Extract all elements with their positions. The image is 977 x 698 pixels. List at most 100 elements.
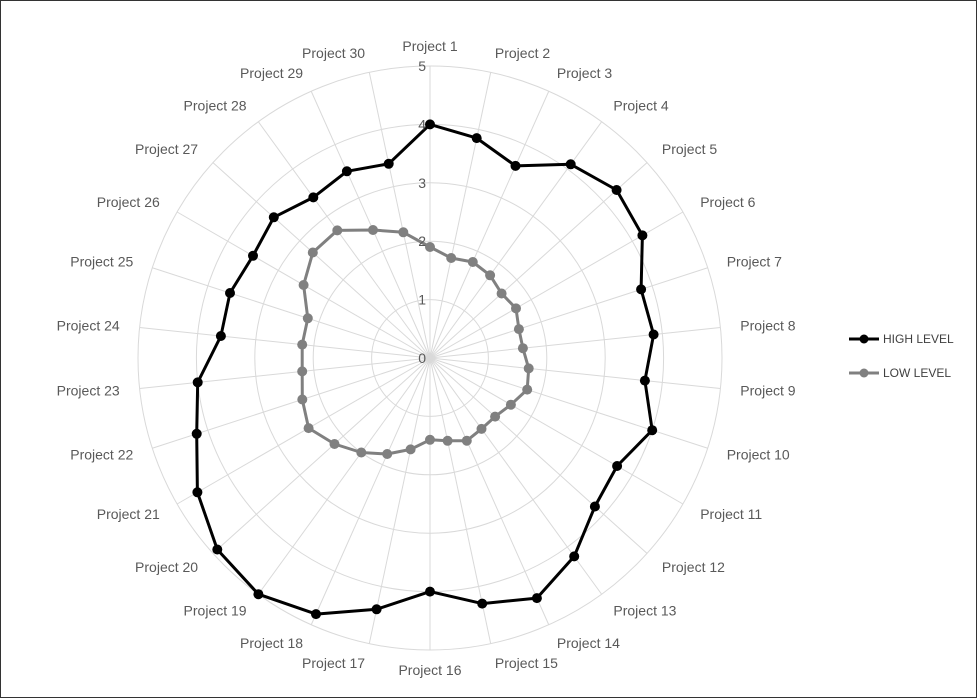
data-point — [383, 158, 394, 169]
grid-spoke — [429, 357, 550, 625]
data-point — [496, 288, 507, 299]
category-label: Project 29 — [240, 65, 303, 81]
grid-spoke — [429, 326, 721, 359]
data-point — [505, 399, 516, 410]
data-point — [639, 375, 650, 386]
grid-spoke — [310, 357, 431, 625]
category-label: Project 7 — [727, 254, 782, 270]
radial-tick-labels: 0 1 2 3 4 5 — [418, 58, 426, 366]
legend-marker — [859, 368, 869, 378]
data-point — [253, 589, 264, 600]
tick-label: 1 — [418, 292, 426, 308]
data-point — [356, 447, 367, 458]
data-point — [648, 329, 659, 340]
category-label: Project 9 — [740, 383, 795, 399]
data-point — [446, 253, 457, 263]
data-point — [511, 303, 521, 314]
data-point — [225, 288, 235, 298]
tick-label: 5 — [418, 58, 426, 74]
data-point — [329, 439, 340, 449]
data-point — [510, 160, 521, 171]
category-label: Project 10 — [727, 446, 790, 462]
data-point — [442, 435, 453, 446]
data-point — [485, 270, 496, 281]
grid-spoke — [429, 91, 550, 359]
category-labels: Project 1 Project 2 Project 3 Project 4 Proj… — [57, 38, 796, 678]
data-point — [522, 384, 533, 395]
category-label: Project 12 — [662, 559, 725, 575]
category-label: Project 18 — [240, 635, 303, 651]
grid-spoke — [139, 357, 431, 390]
category-label: Project 21 — [97, 506, 160, 522]
category-label: Project 26 — [97, 194, 160, 210]
data-point — [215, 331, 226, 341]
data-point — [302, 313, 313, 324]
grid-spoke — [212, 357, 431, 554]
category-label: Project 25 — [70, 254, 133, 270]
data-point — [523, 363, 534, 374]
data-point — [311, 609, 321, 620]
category-label: Project 8 — [740, 317, 795, 333]
data-point — [212, 544, 223, 555]
grid-spoke — [368, 72, 431, 359]
category-label: Project 27 — [135, 141, 198, 157]
legend-label: HIGH LEVEL — [883, 332, 954, 346]
category-label: Project 16 — [398, 662, 461, 678]
data-point — [297, 339, 308, 350]
data-point — [517, 343, 528, 354]
tick-label: 2 — [418, 233, 426, 249]
grid-spoke — [429, 162, 648, 359]
category-label: Project 30 — [302, 45, 365, 61]
data-point — [513, 324, 524, 335]
data-point — [461, 435, 472, 446]
series-layer — [191, 119, 659, 620]
data-point — [298, 280, 309, 290]
data-point — [612, 461, 623, 471]
data-point — [425, 434, 435, 445]
category-label: Project 14 — [557, 635, 620, 651]
data-point — [611, 185, 622, 195]
data-point — [371, 604, 382, 615]
data-point — [368, 225, 378, 235]
grid-spoke — [310, 91, 431, 359]
category-label: Project 5 — [662, 141, 717, 157]
legend-item: LOW LEVEL — [849, 366, 951, 380]
data-point — [297, 394, 308, 405]
data-point — [636, 284, 647, 295]
data-point — [425, 119, 435, 130]
tick-label: 3 — [418, 175, 426, 191]
data-point — [405, 444, 416, 455]
category-label: Project 15 — [495, 655, 558, 671]
data-point — [490, 411, 501, 422]
data-point — [476, 423, 487, 434]
data-point — [398, 227, 409, 238]
legend: HIGH LEVEL LOW LEVEL — [849, 332, 954, 380]
grid-spoke — [429, 357, 684, 505]
grid — [137, 65, 723, 651]
grid-spoke — [368, 357, 431, 644]
grid-spoke — [257, 357, 431, 595]
grid-spoke — [429, 72, 492, 359]
data-point — [332, 225, 343, 236]
data-point — [308, 192, 319, 203]
grid-spoke — [429, 357, 721, 390]
tick-label: 4 — [418, 116, 426, 132]
data-point — [341, 166, 352, 177]
legend-item: HIGH LEVEL — [849, 332, 954, 346]
category-label: Project 13 — [613, 602, 676, 618]
data-point — [569, 551, 580, 562]
data-point — [589, 501, 600, 512]
category-label: Project 20 — [135, 559, 198, 575]
data-point — [565, 159, 576, 170]
data-point — [297, 366, 308, 377]
data-point — [192, 377, 203, 388]
category-label: Project 3 — [557, 65, 612, 81]
data-point — [248, 250, 258, 261]
data-point — [477, 598, 488, 609]
data-point — [425, 242, 435, 252]
data-point — [303, 423, 314, 434]
grid-spoke — [429, 121, 603, 359]
category-label: Project 28 — [184, 98, 247, 114]
legend-marker — [859, 334, 869, 344]
